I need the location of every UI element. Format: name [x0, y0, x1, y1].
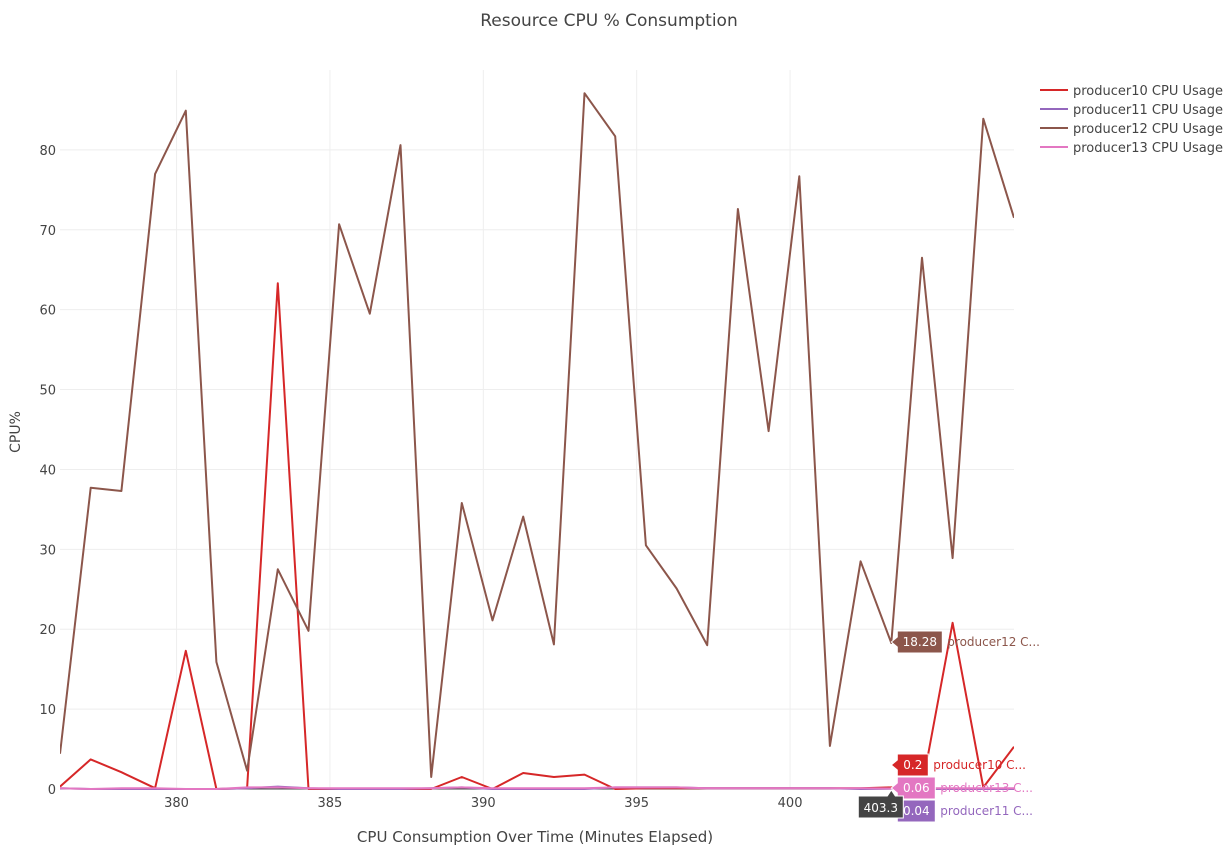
hover-box-producer12 [890, 630, 943, 654]
x-axis-ticks: 380 385 390 395 400 [164, 796, 802, 811]
x-tick-label: 380 [164, 796, 189, 811]
y-tick-label: 30 [39, 543, 56, 558]
hover-series-name: producer13 C... [940, 781, 1033, 795]
y-tick-label: 0 [48, 783, 56, 798]
chart-title: Resource CPU % Consumption [480, 11, 737, 31]
legend-item-label[interactable]: producer13 CPU Usage [1073, 141, 1223, 156]
hover-series-name: producer11 C... [940, 804, 1033, 818]
x-tick-label: 390 [471, 796, 496, 811]
x-tick-label: 395 [624, 796, 649, 811]
hover-x-box [857, 789, 904, 819]
x-axis-title: CPU Consumption Over Time (Minutes Elaps… [357, 828, 713, 846]
y-tick-label: 10 [39, 703, 56, 718]
hover-x-value: 403.3 [864, 801, 898, 815]
y-tick-label: 70 [39, 224, 56, 239]
series-line-producer13[interactable] [60, 786, 1014, 790]
series-line-producer12[interactable] [60, 92, 1014, 778]
y-axis-title: CPU% [8, 411, 24, 453]
plot-area[interactable] [60, 92, 1014, 790]
hover-labels: 18.28 producer12 C...0.2 producer10 C...0.… [857, 630, 1040, 823]
legend-item-label[interactable]: producer11 CPU Usage [1073, 103, 1223, 118]
y-tick-label: 40 [39, 463, 56, 478]
x-tick-label: 385 [318, 796, 343, 811]
hover-value: 0.06 [903, 781, 930, 795]
legend-item-label[interactable]: producer10 CPU Usage [1073, 84, 1223, 99]
y-tick-label: 50 [39, 384, 56, 399]
legend-item-label[interactable]: producer12 CPU Usage [1073, 122, 1223, 137]
x-tick-label: 400 [778, 796, 803, 811]
hover-value: 0.04 [903, 804, 930, 818]
hover-value: 0.2 [903, 758, 922, 772]
series-line-producer10[interactable] [60, 282, 1014, 790]
legend: producer10 CPU Usage producer11 CPU Usage… [1040, 84, 1223, 156]
y-axis-ticks: 0 10 20 30 40 50 60 70 80 [39, 144, 56, 798]
hover-series-name: producer12 C... [947, 635, 1040, 649]
hover-box-producer13 [890, 776, 936, 800]
hover-series-name: producer10 C... [933, 758, 1026, 772]
hover-value: 18.28 [903, 635, 937, 649]
y-tick-label: 20 [39, 623, 56, 638]
y-tick-label: 60 [39, 304, 56, 319]
y-tick-label: 80 [39, 144, 56, 159]
hover-box-producer10 [890, 753, 929, 777]
